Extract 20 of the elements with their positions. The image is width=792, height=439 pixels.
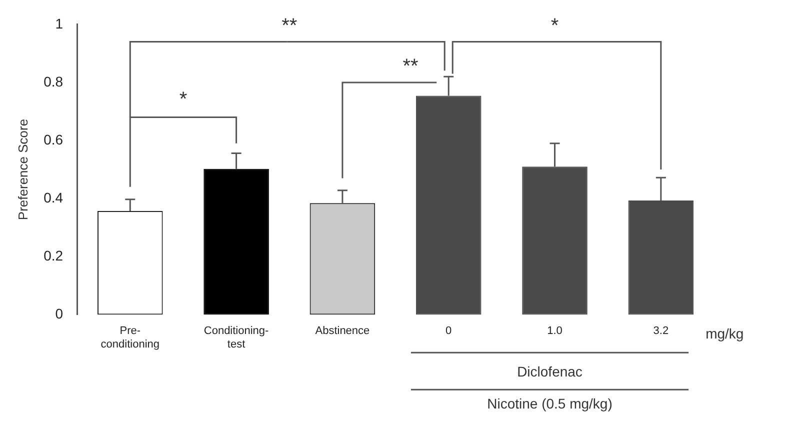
annotation: * <box>179 88 188 110</box>
x-tick-label: Abstinence <box>315 325 370 338</box>
x-tick-label: Conditioning-test <box>204 325 270 350</box>
x-tick-label: 3.2 <box>653 325 669 338</box>
text: Diclofenac <box>517 364 582 380</box>
x-tick-label: 1.0 <box>547 325 562 338</box>
text: mg/kg <box>706 326 744 342</box>
y-tick-label: 1 <box>55 15 64 32</box>
y-tick-label: 0 <box>55 305 64 322</box>
annotation: ** <box>402 55 419 78</box>
y-tick-label: 0.6 <box>44 131 64 148</box>
y-tick-label: 0.4 <box>44 189 64 206</box>
x-tick-label: 0 <box>446 325 452 338</box>
annotation: ** <box>282 14 298 37</box>
y-tick-label: 0.8 <box>44 73 64 90</box>
y-axis-title: Preference Score <box>15 118 30 220</box>
y-tick-label: 0.2 <box>44 247 64 264</box>
annotation: * <box>550 14 559 37</box>
text: Nicotine (0.5 mg/kg) <box>487 396 612 412</box>
x-tick-label: Pre-conditioning <box>100 325 160 350</box>
